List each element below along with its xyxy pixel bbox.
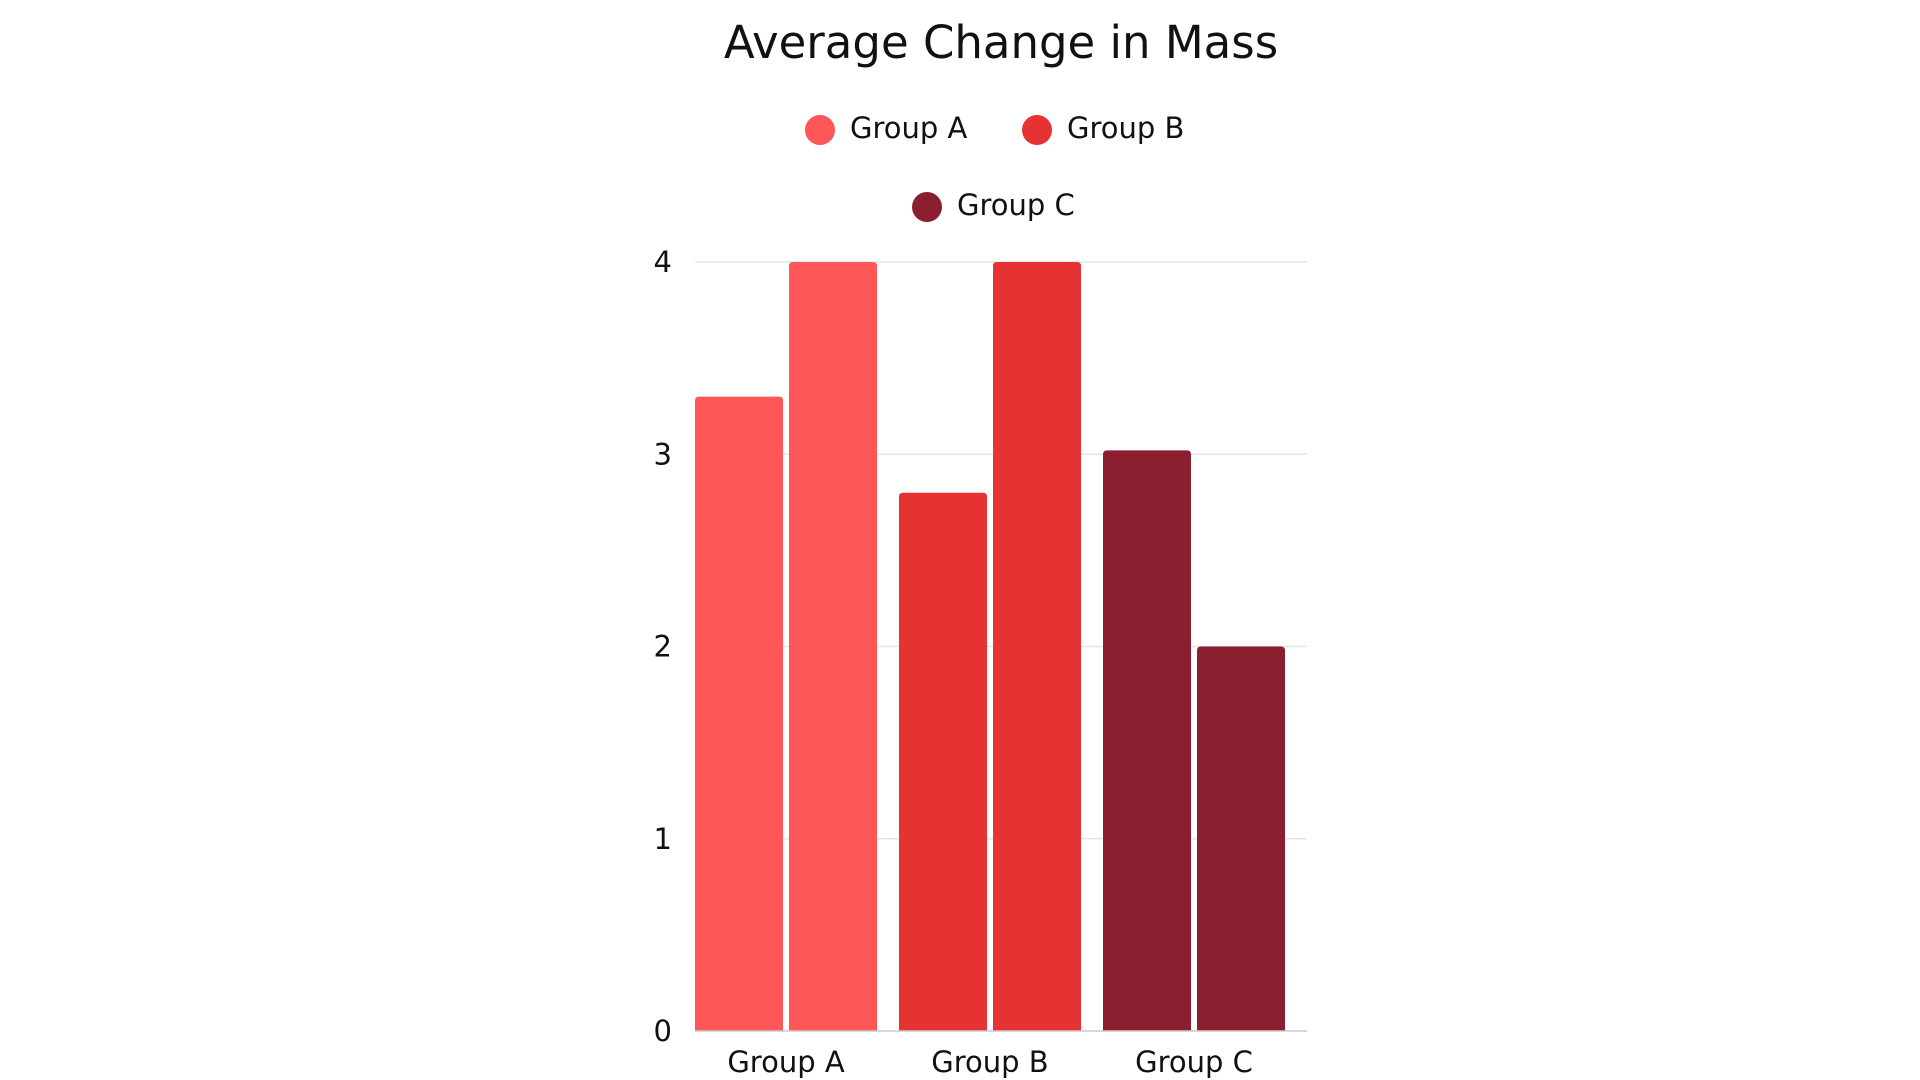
- legend-swatch: [912, 192, 942, 222]
- bar: [695, 396, 783, 1031]
- bar: [1103, 450, 1191, 1031]
- bar: [993, 262, 1081, 1031]
- y-axis: 0 1 2 3 4: [654, 245, 672, 1048]
- chart-title: Average Change in Mass: [724, 16, 1278, 69]
- legend-swatch: [805, 115, 835, 145]
- y-tick-label: 0: [654, 1014, 672, 1048]
- y-tick-label: 3: [654, 437, 672, 471]
- bar: [789, 262, 877, 1031]
- y-tick-label: 2: [654, 630, 672, 664]
- legend-label: Group C: [957, 188, 1075, 222]
- legend-label: Group B: [1067, 111, 1184, 145]
- bar: [1197, 646, 1285, 1031]
- y-tick-label: 1: [654, 822, 672, 856]
- x-tick-label: Group B: [931, 1045, 1048, 1079]
- bar: [899, 492, 987, 1031]
- x-axis: Group A Group B Group C: [695, 1030, 1307, 1079]
- x-tick-label: Group A: [727, 1045, 845, 1079]
- x-tick-label: Group C: [1135, 1045, 1253, 1079]
- legend-label: Group A: [850, 111, 968, 145]
- bars: [695, 262, 1285, 1031]
- legend-swatch: [1022, 115, 1052, 145]
- chart-legend: Group A Group B Group C: [805, 111, 1184, 222]
- y-tick-label: 4: [654, 245, 672, 279]
